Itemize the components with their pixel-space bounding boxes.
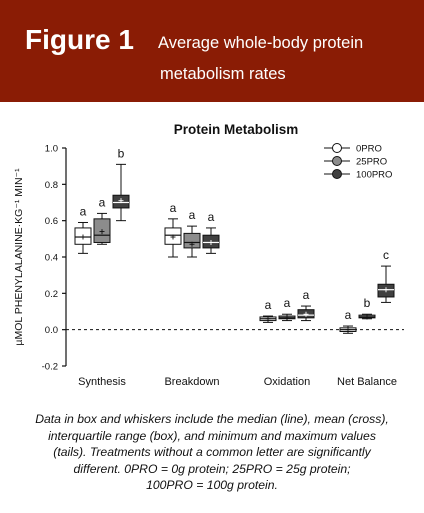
figure-banner: Figure 1 Average whole-body protein meta… bbox=[0, 0, 424, 102]
footnote-line-2: interquartile range (box), and minimum a… bbox=[48, 428, 376, 443]
significance-letter: a bbox=[303, 288, 310, 302]
significance-letter: a bbox=[265, 298, 272, 312]
category-label: Oxidation bbox=[264, 376, 310, 388]
iqr-box bbox=[183, 232, 201, 249]
y-axis-label: µMOL PHENYLALANINE·KG⁻¹ MIN⁻¹ bbox=[13, 168, 25, 346]
footnote: Data in box and whiskers include the med… bbox=[20, 411, 404, 494]
significance-letter: a bbox=[284, 296, 291, 310]
significance-letter: a bbox=[80, 204, 87, 218]
y-tick-label: -0.2 bbox=[42, 362, 58, 373]
significance-letter: b bbox=[118, 146, 125, 160]
legend-marker bbox=[332, 143, 342, 153]
footnote-line-1: Data in box and whiskers include the med… bbox=[35, 412, 389, 426]
figure-caption: Average whole-body protein metabolism ra… bbox=[158, 28, 408, 90]
significance-letter: a bbox=[189, 208, 196, 222]
legend-label: 0PRO bbox=[356, 144, 382, 155]
footnote-line-3: (tails). Treatments without a common let… bbox=[53, 445, 371, 459]
significance-letter: c bbox=[383, 248, 389, 262]
footnote-line-5: 100PRO = 100g protein. bbox=[146, 478, 278, 492]
category-label: Net Balance bbox=[337, 376, 397, 388]
significance-letter: a bbox=[208, 210, 215, 224]
figure-caption-line-1: Average whole-body protein bbox=[158, 34, 364, 52]
significance-letter: a bbox=[99, 195, 106, 209]
footnote-line-4: different. 0PRO = 0g protein; 25PRO = 25… bbox=[73, 461, 351, 476]
y-tick-label: 0.4 bbox=[45, 253, 58, 264]
significance-letter: b bbox=[364, 296, 371, 310]
figure-caption-line-2: metabolism rates bbox=[160, 65, 286, 83]
legend-marker bbox=[332, 169, 342, 179]
significance-letter: a bbox=[170, 201, 177, 215]
category-label: Breakdown bbox=[164, 376, 219, 388]
category-label: Synthesis bbox=[78, 376, 126, 388]
y-tick-label: 1.0 bbox=[45, 144, 58, 155]
y-tick-label: 0.2 bbox=[45, 289, 58, 300]
figure-label: Figure 1 bbox=[25, 24, 134, 55]
legend-label: 100PRO bbox=[356, 170, 392, 181]
legend-label: 25PRO bbox=[356, 157, 387, 168]
y-tick-label: 0.8 bbox=[45, 180, 58, 191]
protein-metabolism-chart: Protein Metabolism -0.2 0.0 0.2 0.4 0.6 0.8 1.0… bbox=[13, 122, 404, 388]
chart-title: Protein Metabolism bbox=[174, 122, 299, 137]
y-tick-label: 0.0 bbox=[45, 325, 58, 336]
y-tick-label: 0.6 bbox=[45, 216, 58, 227]
legend-marker bbox=[332, 156, 342, 166]
significance-letter: a bbox=[345, 308, 352, 322]
